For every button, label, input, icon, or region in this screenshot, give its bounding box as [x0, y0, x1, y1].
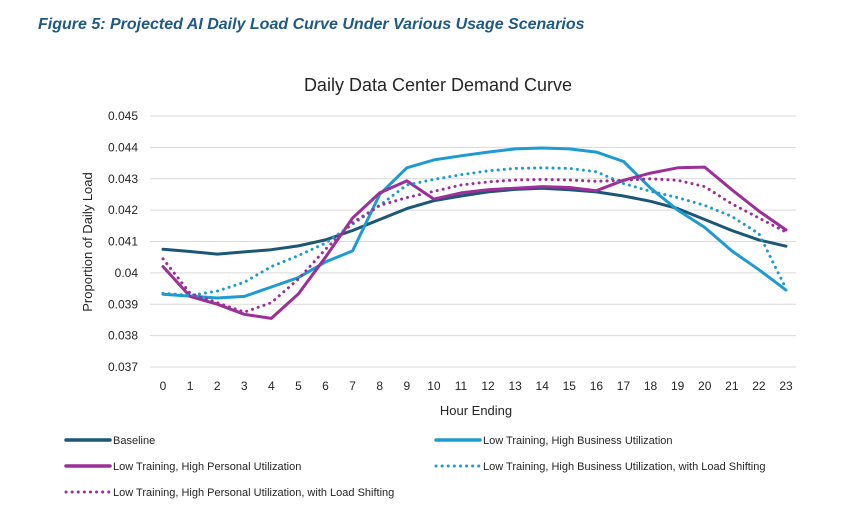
legend-label: Low Training, High Business Utilization — [483, 435, 673, 447]
x-tick-label: 22 — [752, 379, 766, 393]
legend: Baseline Low Training, High Business Util… — [64, 435, 765, 499]
y-tick-label: 0.037 — [108, 360, 138, 374]
x-tick-label: 11 — [455, 379, 468, 393]
x-tick-label: 19 — [671, 379, 685, 393]
y-axis-ticks: 0.037 0.038 0.039 0.04 0.041 0.042 0.043 0.044 0… — [108, 109, 138, 374]
y-tick-label: 0.045 — [108, 109, 138, 123]
y-tick-label: 0.042 — [108, 203, 138, 217]
x-tick-label: 3 — [241, 379, 248, 393]
series-line-5 — [161, 177, 788, 314]
x-tick-label: 15 — [563, 379, 577, 393]
x-tick-label: 8 — [376, 379, 383, 393]
x-tick-label: 6 — [322, 379, 329, 393]
x-tick-label: 10 — [427, 379, 441, 393]
chart-title: Daily Data Center Demand Curve — [304, 75, 572, 95]
series-line-1 — [161, 186, 788, 256]
y-tick-label: 0.043 — [108, 172, 138, 186]
x-tick-label: 17 — [617, 379, 631, 393]
legend-label: Low Training, High Personal Utilization,… — [113, 487, 394, 499]
y-tick-label: 0.04 — [115, 266, 139, 280]
legend-label: Low Training, High Business Utilization,… — [483, 461, 765, 473]
x-tick-label: 16 — [590, 379, 604, 393]
y-tick-label: 0.044 — [108, 140, 138, 154]
x-tick-label: 9 — [403, 379, 410, 393]
series-line-4 — [161, 166, 788, 297]
x-tick-label: 20 — [698, 379, 712, 393]
series-lines — [161, 146, 788, 320]
x-axis-title: Hour Ending — [440, 403, 512, 418]
x-tick-label: 7 — [349, 379, 356, 393]
legend-label: Baseline — [113, 435, 155, 447]
y-axis-title: Proportion of Daily Load — [80, 172, 95, 311]
gridlines — [150, 115, 796, 368]
x-tick-label: 12 — [481, 379, 495, 393]
x-tick-label: 13 — [508, 379, 522, 393]
y-tick-label: 0.039 — [108, 297, 138, 311]
y-tick-label: 0.038 — [108, 329, 138, 343]
figure-caption: Figure 5: Projected AI Daily Load Curve … — [38, 16, 585, 33]
series-line-3 — [161, 165, 788, 320]
x-tick-label: 0 — [160, 379, 167, 393]
x-tick-label: 18 — [644, 379, 658, 393]
x-tick-label: 2 — [214, 379, 221, 393]
y-tick-label: 0.041 — [108, 235, 138, 249]
x-tick-label: 21 — [725, 379, 739, 393]
x-tick-label: 5 — [295, 379, 302, 393]
x-axis-ticks: 0 1 2 3 4 5 6 7 8 9 10 11 12 13 14 15 16 17 18 19 20 21 22 23 — [160, 379, 793, 393]
x-tick-label: 23 — [779, 379, 793, 393]
x-tick-label: 14 — [536, 379, 550, 393]
x-tick-label: 4 — [268, 379, 275, 393]
series-line-2 — [161, 146, 788, 300]
legend-label: Low Training, High Personal Utilization — [113, 461, 301, 473]
x-tick-label: 1 — [187, 379, 194, 393]
